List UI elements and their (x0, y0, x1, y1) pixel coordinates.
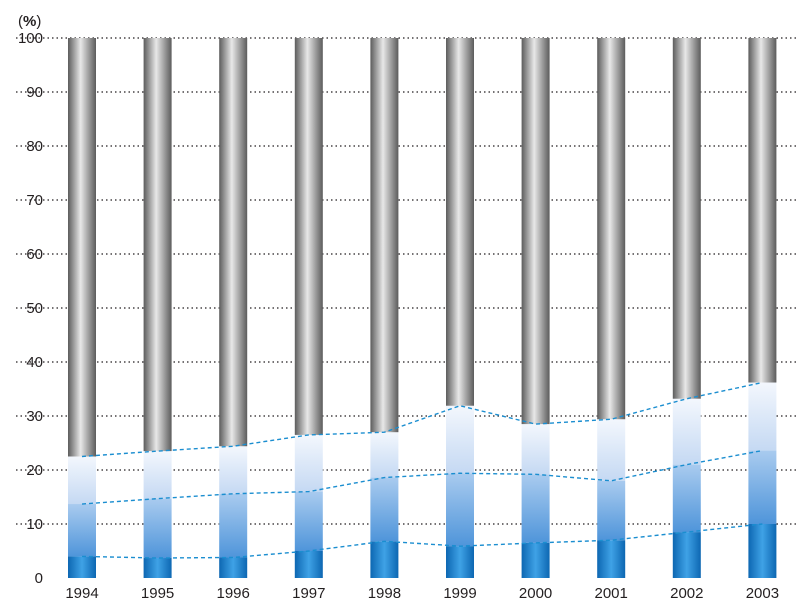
y-tick-label: 100 (18, 30, 43, 47)
x-tick-label: 1998 (368, 585, 401, 602)
x-tick-label: 1999 (443, 585, 476, 602)
y-tick-label: 60 (26, 246, 43, 263)
x-tick-label: 2001 (595, 585, 628, 602)
x-tick-label: 1996 (217, 585, 250, 602)
bar-segment-4 (748, 38, 777, 383)
bar-segment-1 (597, 540, 626, 578)
y-tick-label: 90 (26, 84, 43, 101)
x-tick-label: 1995 (141, 585, 174, 602)
x-tick-label: 2003 (746, 585, 779, 602)
bar-segment-3 (597, 419, 626, 481)
y-tick-label: 80 (26, 138, 43, 155)
x-tick-label: 1994 (65, 585, 98, 602)
bar-segment-2 (672, 464, 701, 533)
bar-segment-2 (143, 498, 172, 559)
boundary-line-2 (81, 449, 763, 505)
bar-segment-4 (370, 38, 399, 433)
x-axis-ticks: 1994 1995 1996 1997 1998 1999 2000 2001 2002 2003 (65, 585, 779, 602)
bar-segment-1 (219, 557, 248, 578)
bar-segment-1 (521, 542, 550, 578)
x-tick-label: 2000 (519, 585, 552, 602)
y-tick-label: 40 (26, 354, 43, 371)
bar-segment-4 (521, 38, 550, 425)
y-tick-label: 30 (26, 408, 43, 425)
bar-segment-4 (219, 38, 248, 447)
bar-segment-1 (446, 546, 474, 578)
bar-segment-2 (521, 474, 550, 543)
bar-segment-3 (219, 446, 248, 494)
bar-segment-2 (748, 450, 777, 524)
bar-segment-4 (294, 38, 323, 435)
bar-segment-2 (68, 504, 96, 557)
x-tick-label: 1997 (292, 585, 325, 602)
bar-segment-3 (672, 398, 701, 465)
bar-segment-1 (143, 558, 172, 578)
bar-segment-4 (597, 38, 626, 420)
y-axis-unit-label: (%) (18, 13, 41, 30)
bar-segment-3 (294, 434, 323, 492)
y-tick-label: 0 (35, 570, 43, 587)
bar-segment-2 (219, 493, 248, 558)
bar-segment-1 (294, 551, 323, 578)
x-tick-label: 2002 (670, 585, 703, 602)
bar-segment-2 (597, 480, 626, 541)
bar-segment-3 (748, 382, 777, 451)
connector-lines (81, 381, 763, 559)
bar-segment-1 (68, 556, 96, 578)
bar-segment-4 (68, 38, 96, 457)
boundary-line-1 (81, 523, 763, 559)
bar-segment-3 (68, 456, 96, 505)
bar-segment-2 (370, 477, 399, 542)
y-axis-unit-text: (%) (18, 13, 41, 30)
bar-segment-2 (294, 491, 323, 551)
bar-segment-4 (446, 38, 474, 406)
bar-segment-1 (370, 541, 399, 578)
y-tick-label: 10 (26, 516, 43, 533)
bar-segment-3 (521, 424, 550, 475)
bars (68, 38, 777, 578)
bar-segment-1 (672, 532, 701, 578)
bar-segment-2 (446, 473, 474, 547)
y-tick-label: 20 (26, 462, 43, 479)
bar-segment-4 (143, 38, 172, 452)
bar-segment-3 (143, 451, 172, 499)
bar-segment-3 (370, 432, 399, 478)
bar-segment-3 (446, 405, 474, 474)
bar-segment-4 (672, 38, 701, 399)
bar-segment-1 (748, 524, 777, 578)
y-axis-ticks: 0 10 20 30 40 50 60 70 80 90 100 (18, 30, 43, 587)
y-tick-label: 70 (26, 192, 43, 209)
boundary-line-3 (81, 381, 763, 458)
y-tick-label: 50 (26, 300, 43, 317)
